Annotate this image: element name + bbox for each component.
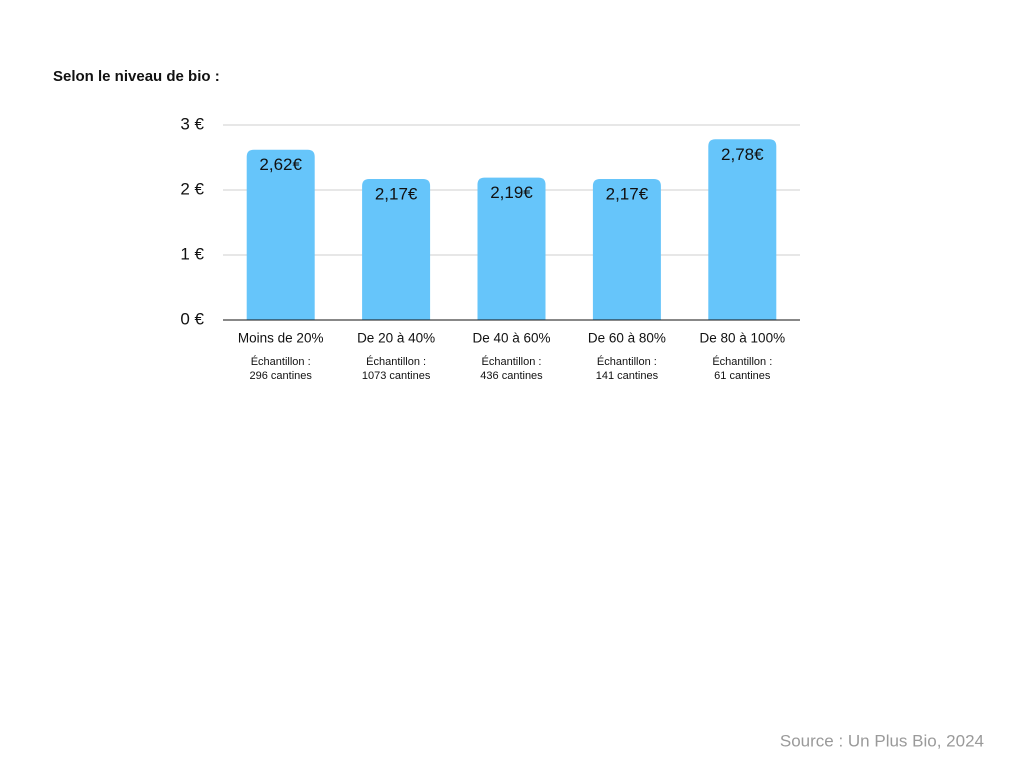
bar (362, 178, 431, 320)
value-label: 2,19€ (490, 183, 533, 202)
x-tick-label: Moins de 20% (238, 331, 324, 346)
sample-label: Échantillon : (712, 355, 772, 368)
sample-label: 296 cantines (250, 370, 313, 382)
bar (708, 139, 777, 320)
sample-label: 1073 cantines (362, 370, 431, 382)
x-tick-label: De 40 à 60% (472, 331, 550, 346)
sample-label: Échantillon : (366, 355, 426, 368)
y-tick-label: 2 € (180, 179, 204, 198)
y-tick-label: 0 € (180, 309, 204, 328)
chart-title: Selon le niveau de bio : (53, 68, 220, 85)
value-label: 2,17€ (606, 184, 649, 203)
value-label: 2,62€ (259, 155, 302, 174)
y-tick-label: 3 € (180, 114, 204, 133)
sample-label: 436 cantines (480, 370, 543, 382)
x-tick-label: De 80 à 100% (700, 331, 786, 346)
sample-label: Échantillon : (251, 355, 311, 368)
bar (477, 177, 546, 320)
source: Source : Un Plus Bio, 2024 (780, 731, 984, 750)
bar (592, 178, 661, 320)
value-label: 2,78€ (721, 145, 764, 164)
sample-label: 141 cantines (596, 370, 659, 382)
value-label: 2,17€ (375, 184, 418, 203)
sample-label: 61 cantines (714, 370, 771, 382)
sample-label: Échantillon : (597, 355, 657, 368)
bar (246, 149, 315, 320)
x-tick-label: De 60 à 80% (588, 331, 666, 346)
y-tick-label: 1 € (180, 244, 204, 263)
x-tick-label: De 20 à 40% (357, 331, 435, 346)
sample-label: Échantillon : (482, 355, 542, 368)
